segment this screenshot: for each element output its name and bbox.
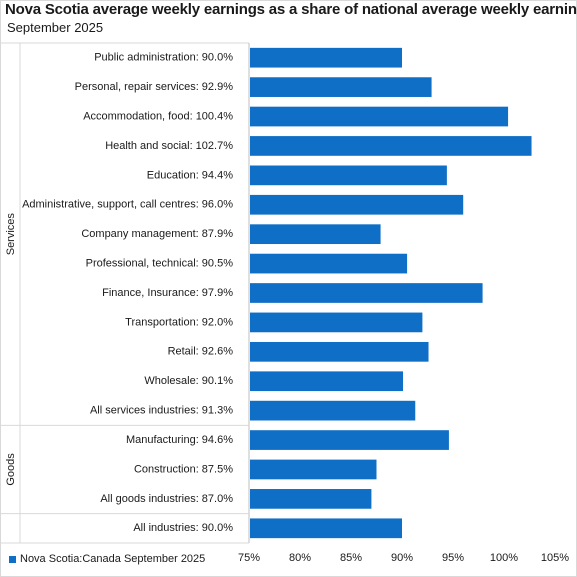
category-label: Transportation: 92.0% <box>125 316 233 328</box>
bar <box>250 47 402 68</box>
category-label: All services industries: 91.3% <box>90 405 233 417</box>
category-label: Health and social: 102.7% <box>105 140 233 152</box>
bar <box>250 341 429 362</box>
x-tick-label: 80% <box>289 552 311 564</box>
category-label: Construction: 87.5% <box>134 463 233 475</box>
category-label: All goods industries: 87.0% <box>100 493 233 505</box>
category-label: All industries: 90.0% <box>133 522 233 534</box>
bar <box>250 489 372 509</box>
category-label: Education: 94.4% <box>147 169 233 181</box>
category-label: Wholesale: 90.1% <box>144 375 233 387</box>
bar <box>250 430 449 450</box>
bar <box>250 312 423 333</box>
bar <box>250 518 402 539</box>
bar <box>250 106 509 127</box>
x-tick-label: 95% <box>442 552 464 564</box>
bar <box>250 77 432 97</box>
x-tick-label: 85% <box>340 552 362 564</box>
category-label: Administrative, support, call centres: 9… <box>22 199 233 211</box>
category-label: Finance, Insurance: 97.9% <box>102 287 233 299</box>
bar <box>250 253 408 274</box>
legend-label: Nova Scotia:Canada September 2025 <box>20 553 206 565</box>
bar <box>250 283 483 303</box>
category-label: Public administration: 90.0% <box>94 52 233 64</box>
x-tick-label: 90% <box>391 552 413 564</box>
bar <box>250 136 532 156</box>
bar <box>250 400 416 421</box>
category-label: Professional, technical: 90.5% <box>86 257 234 269</box>
legend-swatch <box>9 555 16 563</box>
group-label: Services <box>5 213 17 256</box>
x-tick-label: 105% <box>541 552 569 564</box>
group-label: Goods <box>5 453 17 486</box>
category-label: Manufacturing: 94.6% <box>126 434 233 446</box>
category-label: Accommodation, food: 100.4% <box>83 110 233 122</box>
category-label: Retail: 92.6% <box>168 346 234 358</box>
bar <box>250 371 404 392</box>
x-tick-label: 75% <box>238 552 260 564</box>
x-tick-label: 100% <box>490 552 518 564</box>
chart-title: Nova Scotia average weekly earnings as a… <box>5 1 577 18</box>
bar <box>250 194 464 215</box>
bar <box>250 459 377 480</box>
bar <box>250 165 447 186</box>
bar <box>250 224 381 245</box>
legend: Nova Scotia:Canada September 2025 <box>9 553 205 565</box>
category-label: Company management: 87.9% <box>81 228 233 240</box>
chart-subtitle: September 2025 <box>7 20 104 35</box>
category-label: Personal, repair services: 92.9% <box>75 81 234 93</box>
